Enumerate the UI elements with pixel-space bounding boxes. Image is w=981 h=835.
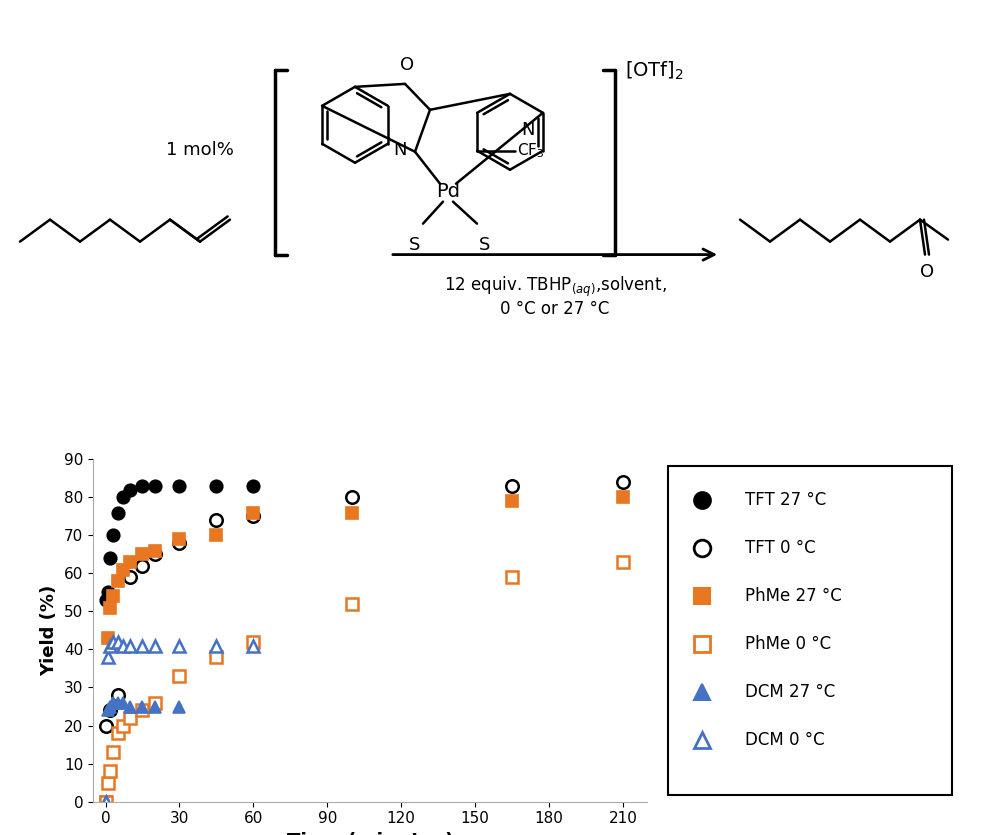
Text: Pd: Pd bbox=[436, 182, 460, 201]
Text: PhMe 27 °C: PhMe 27 °C bbox=[746, 587, 842, 605]
Text: S: S bbox=[480, 235, 490, 254]
Text: DCM 0 °C: DCM 0 °C bbox=[746, 731, 825, 749]
Y-axis label: Yield (%): Yield (%) bbox=[40, 584, 59, 676]
X-axis label: Time (minutes): Time (minutes) bbox=[286, 832, 454, 835]
Text: CF$_3$: CF$_3$ bbox=[517, 141, 544, 160]
Text: N: N bbox=[393, 141, 407, 159]
Text: 1 mol%: 1 mol% bbox=[166, 141, 233, 159]
Text: O: O bbox=[400, 56, 414, 73]
Text: 0 °C or 27 °C: 0 °C or 27 °C bbox=[500, 300, 609, 317]
Text: PhMe 0 °C: PhMe 0 °C bbox=[746, 635, 831, 653]
Text: N: N bbox=[522, 121, 535, 139]
Text: S: S bbox=[409, 235, 421, 254]
Text: DCM 27 °C: DCM 27 °C bbox=[746, 683, 835, 701]
Text: TFT 27 °C: TFT 27 °C bbox=[746, 491, 826, 509]
Text: TFT 0 °C: TFT 0 °C bbox=[746, 539, 815, 557]
Text: [OTf]$_2$: [OTf]$_2$ bbox=[625, 60, 684, 82]
Text: 12 equiv. TBHP$_{(aq)}$,solvent,: 12 equiv. TBHP$_{(aq)}$,solvent, bbox=[443, 275, 666, 299]
Text: O: O bbox=[920, 262, 934, 281]
